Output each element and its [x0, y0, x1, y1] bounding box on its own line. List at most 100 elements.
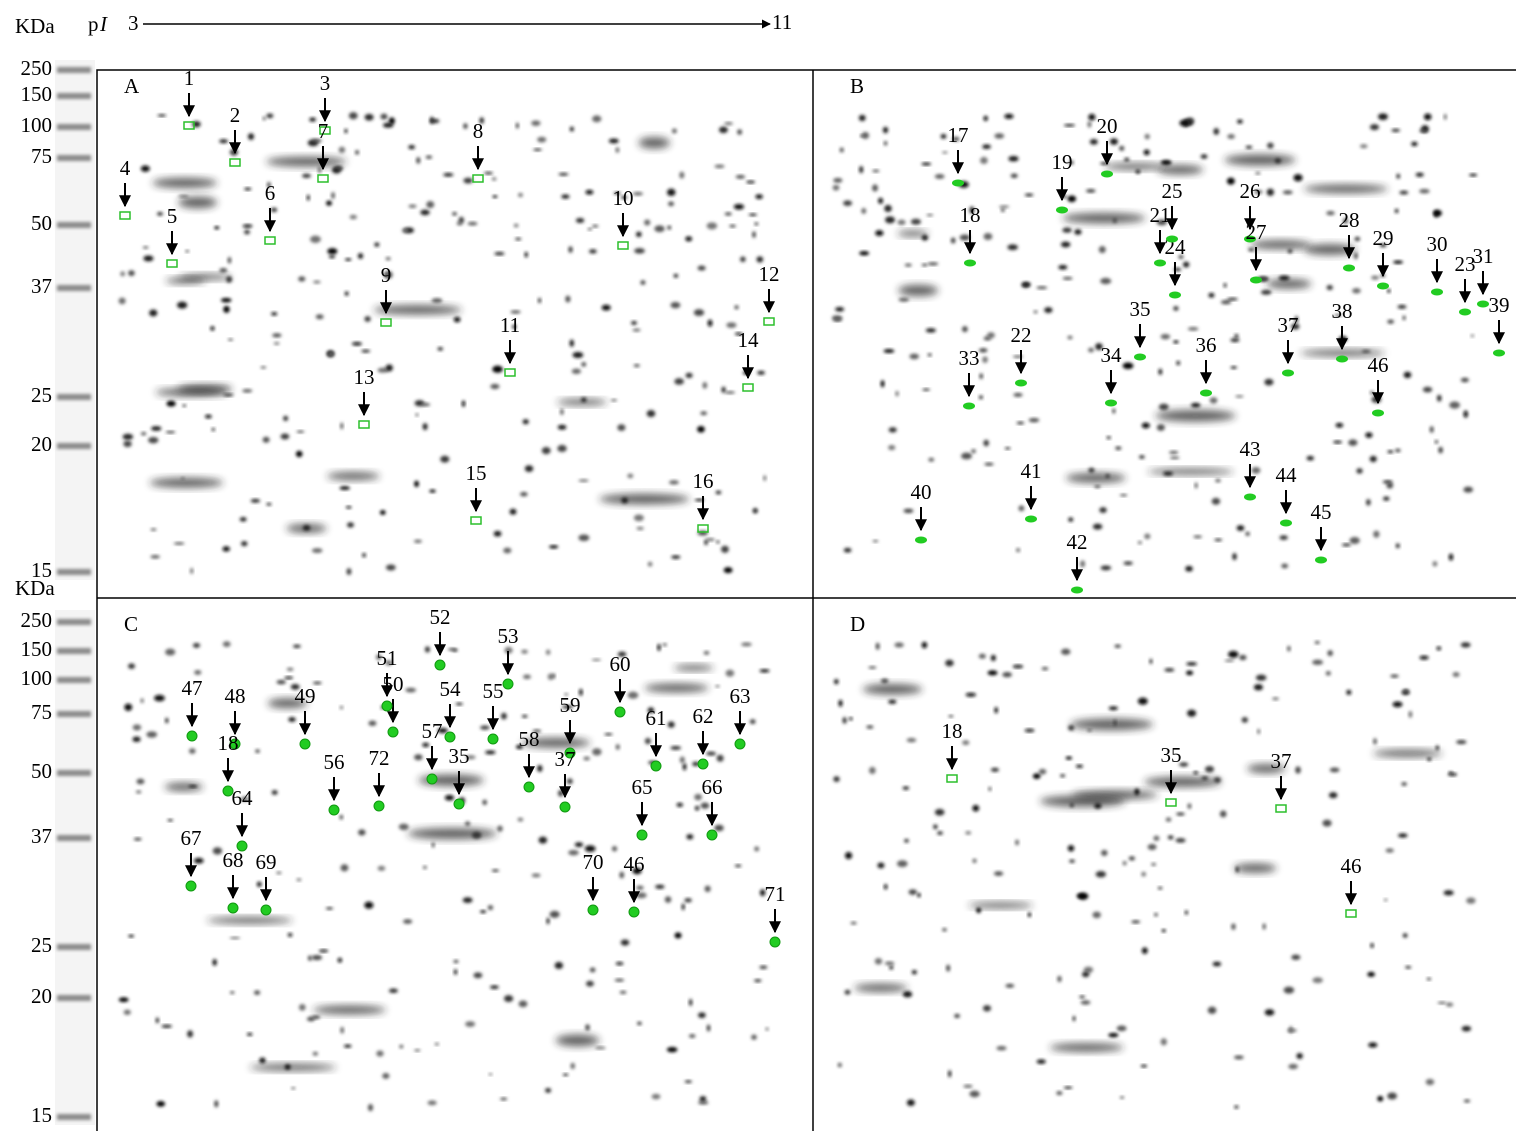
gel-spot [885, 216, 895, 223]
spot-label: 34 [1101, 343, 1123, 367]
spot-marker [770, 937, 780, 947]
gel-spot [230, 991, 234, 994]
gel-spot [1074, 229, 1081, 235]
ladder-label: 15 [31, 558, 52, 582]
spot-label: 50 [383, 672, 404, 696]
ladder-label: 100 [21, 113, 53, 137]
gel-spot [684, 898, 692, 902]
gel-spot [194, 670, 201, 675]
gel-spot [873, 540, 879, 543]
gel-spot [1007, 244, 1018, 250]
gel-spot [1034, 310, 1038, 313]
ladder-band [57, 944, 91, 950]
gel-spot [272, 790, 278, 795]
gel-spot [1462, 1026, 1471, 1032]
spot-label: 46 [1341, 854, 1362, 878]
gel-spot [698, 266, 706, 271]
gel-spot [429, 490, 436, 493]
gel-spot [647, 410, 656, 417]
gel-spot [1011, 174, 1018, 178]
spot-marker [382, 701, 392, 711]
gel-spot [634, 248, 645, 253]
panel-label: C [124, 612, 138, 636]
spot-label: 52 [430, 605, 451, 629]
gel-spot [674, 274, 679, 278]
gel-spot [386, 257, 391, 260]
gel-spot [1056, 1091, 1062, 1095]
gel-spot [751, 1035, 757, 1040]
gel-spot [1185, 566, 1193, 572]
gel-spot [347, 568, 352, 575]
gel-spot [1287, 646, 1291, 652]
gel-spot [1386, 848, 1394, 852]
gel-spot [399, 1045, 403, 1049]
gel-spot [1175, 838, 1185, 843]
gel-spot [473, 972, 482, 978]
spot-marker [505, 369, 515, 376]
gel-spot [1144, 533, 1150, 539]
gel-spot [588, 228, 592, 231]
gel-spot [903, 786, 909, 789]
spot-label: 9 [381, 263, 392, 287]
gel-spot [715, 685, 719, 687]
gel-spot [563, 1074, 568, 1077]
gel-spot [1194, 771, 1198, 774]
gel-spot [1005, 984, 1014, 988]
gel-spot [1283, 190, 1293, 194]
gel-spot [1141, 872, 1146, 877]
gel-spot [1169, 451, 1178, 455]
gel-spot [844, 548, 852, 553]
gel-spot [136, 790, 141, 793]
spot-marker [1200, 390, 1212, 397]
gel-spot [1100, 278, 1111, 284]
gel-spot [670, 746, 681, 750]
gel-spot [1397, 305, 1406, 309]
gel-spot [532, 873, 541, 877]
gel-spot [760, 669, 770, 672]
gel-spot [365, 114, 374, 121]
gel-spot [726, 670, 735, 677]
gel-spot [586, 981, 594, 987]
gel-streak [1104, 163, 1165, 170]
gel-spot [492, 869, 499, 872]
gel-spot [862, 132, 869, 139]
gel-spot [1120, 1096, 1124, 1099]
ladder-band [57, 677, 91, 683]
gel-spot [421, 403, 430, 406]
spot-label: 53 [498, 624, 519, 648]
gel-spot [1461, 642, 1471, 647]
gel-spot [463, 123, 467, 129]
spot-label: 42 [1067, 530, 1088, 554]
gel-spots [119, 112, 1478, 1111]
gel-spot [293, 645, 301, 648]
gel-spot [1039, 769, 1047, 775]
gel-spot [1430, 426, 1434, 433]
gel-spot [358, 253, 363, 259]
gel-spot [721, 546, 729, 553]
gel-spot [386, 564, 396, 570]
gel-spot [340, 706, 343, 710]
gel-streak [898, 285, 938, 296]
gel-streak [408, 828, 497, 839]
gel-spot [1433, 561, 1438, 566]
gel-spot [633, 192, 643, 195]
gel-spot [1037, 1060, 1046, 1064]
gel-spot [604, 733, 612, 735]
gel-spot [668, 721, 675, 727]
gel-spot [463, 178, 472, 184]
gel-spot [631, 321, 637, 325]
gel-spot [568, 246, 572, 253]
gel-spot [1371, 396, 1381, 403]
gel-spot [1193, 535, 1202, 538]
gel-spot [589, 249, 597, 253]
spot-label: 35 [1130, 297, 1151, 321]
gel-streak [155, 388, 228, 396]
gel-spot [1365, 432, 1372, 438]
gel-spot [895, 391, 898, 397]
gel-spot [358, 829, 365, 835]
gel-spot [165, 649, 175, 656]
gel-spot [504, 995, 513, 1002]
gel-spot [609, 139, 619, 144]
gel-spot [757, 371, 765, 375]
gel-spot [219, 268, 227, 272]
